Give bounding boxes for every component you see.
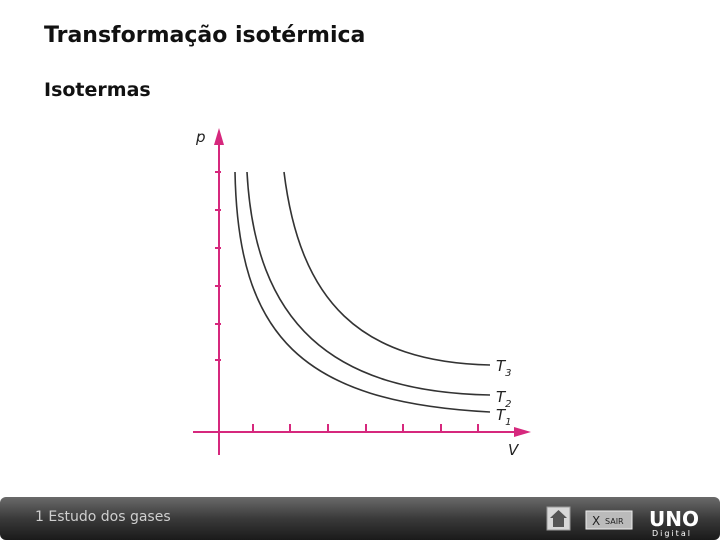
exit-x: X <box>592 514 600 528</box>
x-axis-label: V <box>508 441 520 459</box>
y-axis-label: p <box>195 128 206 146</box>
isotherms <box>234 171 491 413</box>
section-label: 1 Estudo dos gases <box>35 509 171 525</box>
axes <box>193 140 520 455</box>
logo: UNO <box>649 507 699 531</box>
home-button[interactable] <box>546 506 571 531</box>
diagram: p V T3 T2 T1 <box>193 128 531 459</box>
footer: 1 Estudo dos gases X SAIR UNO Digital <box>0 497 720 540</box>
y-arrow <box>214 128 224 145</box>
curve-label: T3 <box>496 357 512 379</box>
logo-sub: Digital <box>652 529 692 538</box>
subtitle: Isotermas <box>44 79 151 101</box>
slide-title: Transformação isotérmica <box>44 23 365 48</box>
exit-button[interactable]: X SAIR <box>585 510 633 530</box>
curve-label: T1 <box>496 406 512 428</box>
exit-label: SAIR <box>605 517 624 526</box>
x-arrow <box>514 427 531 437</box>
curve-label: T2 <box>496 388 512 410</box>
